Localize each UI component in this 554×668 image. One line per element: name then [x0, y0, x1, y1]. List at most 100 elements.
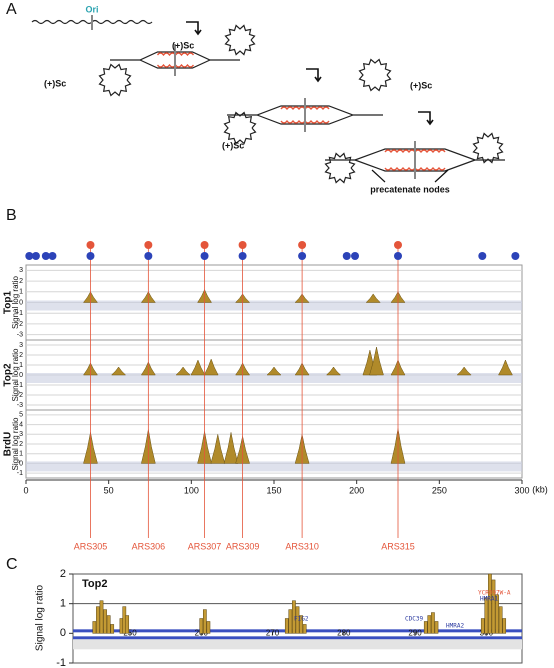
supercoil — [224, 24, 256, 56]
x-tick-label: 50 — [104, 485, 114, 495]
step-arrow — [306, 68, 322, 83]
red-dot — [86, 241, 95, 249]
peak — [369, 346, 384, 376]
red-dot — [298, 241, 307, 249]
x-tick-label: 250 — [123, 628, 137, 637]
node-arrow — [371, 169, 449, 183]
bar — [480, 618, 485, 634]
blue-dot — [342, 252, 351, 260]
replication-schema — [98, 21, 505, 184]
noise-band — [26, 373, 522, 383]
gene-track — [73, 636, 522, 640]
bar — [431, 612, 435, 634]
y-tick-label: 4 — [19, 421, 23, 428]
peak — [223, 432, 239, 464]
y-tick-label: 0 — [60, 627, 66, 639]
bar — [502, 618, 507, 634]
bar — [284, 618, 289, 634]
y-tick-label: -1 — [17, 310, 23, 317]
noise-band — [26, 300, 522, 311]
x-tick-label: 150 — [266, 485, 281, 495]
y-tick-label: 3 — [19, 431, 23, 438]
sc-label: (+)Sc — [44, 78, 66, 88]
sc-label: (+)Sc — [172, 40, 194, 50]
y-tick-label: -3 — [17, 331, 23, 338]
ars-label: ARS309 — [226, 541, 260, 551]
gene-label: CDC39 — [405, 616, 423, 623]
bar — [495, 594, 499, 634]
y-tick-label: 2 — [19, 278, 23, 285]
bar — [292, 600, 296, 634]
panel-label: C — [6, 556, 18, 573]
negative-noise — [73, 639, 522, 650]
blue-dot — [25, 252, 34, 260]
ori-label: Ori — [85, 4, 98, 14]
y-tick-label: 1 — [19, 289, 23, 296]
supercoil — [324, 152, 356, 184]
blue-dot — [238, 252, 247, 260]
plot-frame — [72, 573, 523, 664]
y-tick-label: 5 — [19, 412, 23, 419]
x-tick-label: 270 — [266, 628, 280, 637]
bar — [488, 573, 492, 634]
peak — [325, 366, 342, 376]
bar — [96, 606, 100, 634]
y-axis-title: Signal log ratio — [35, 584, 46, 651]
y-tick-label: 1 — [60, 598, 66, 610]
ars-label: ARS307 — [188, 541, 222, 551]
x-tick-label: 290 — [408, 628, 422, 637]
y-tick-label: -2 — [17, 392, 23, 399]
blue-dot — [41, 252, 50, 260]
y-tick-label: 1 — [19, 362, 23, 369]
y-tick-label: 1 — [19, 451, 23, 458]
gene-label: HMRA1 — [480, 596, 498, 603]
red-dot — [238, 241, 247, 249]
peak — [498, 359, 513, 376]
blue-dot — [31, 252, 40, 260]
noise-band — [26, 461, 522, 472]
peak — [175, 366, 191, 376]
red-dot — [144, 241, 153, 249]
x-tick-label: 280 — [337, 628, 351, 637]
y-tick-label: -3 — [17, 402, 23, 409]
ars-label: ARS305 — [74, 541, 108, 551]
y-tick-label: -1 — [17, 382, 23, 389]
track-title: Top2 — [82, 578, 107, 590]
gene-label: YCR097W-A — [478, 590, 511, 597]
panel-label: B — [6, 207, 17, 224]
blue-dot — [200, 252, 209, 260]
ars-label: ARS306 — [132, 541, 166, 551]
peak — [266, 366, 282, 376]
blue-dot — [351, 252, 360, 260]
y-axis-title: Signal log ratio — [11, 348, 20, 401]
peak — [203, 358, 219, 376]
supercoil — [472, 132, 504, 164]
bar — [491, 579, 496, 634]
peak — [110, 366, 127, 376]
bar — [498, 606, 503, 634]
bar — [427, 615, 432, 634]
blue-dot — [511, 252, 520, 260]
ars-label: ARS310 — [285, 541, 319, 551]
peak — [365, 293, 381, 303]
panel-c: -1012250260270280290300 — [56, 568, 523, 668]
y-axis-title: Signal log ratio — [11, 275, 20, 328]
blue-dot — [144, 252, 153, 260]
bar — [103, 609, 107, 634]
blue-dot — [394, 252, 402, 260]
y-tick-label: 0 — [19, 372, 23, 379]
y-tick-label: 2 — [19, 441, 23, 448]
y-tick-label: 0 — [19, 299, 23, 306]
supercoil — [358, 58, 392, 92]
gene-label: HMRA2 — [446, 623, 464, 630]
bar — [202, 609, 207, 634]
y-axis-title: Signal log ratio — [11, 417, 20, 470]
y-tick-label: -2 — [17, 321, 23, 328]
bar — [199, 618, 204, 634]
peak — [190, 359, 206, 376]
x-tick-label: 0 — [23, 485, 28, 495]
red-dot — [200, 241, 209, 249]
blue-dot — [298, 252, 307, 260]
